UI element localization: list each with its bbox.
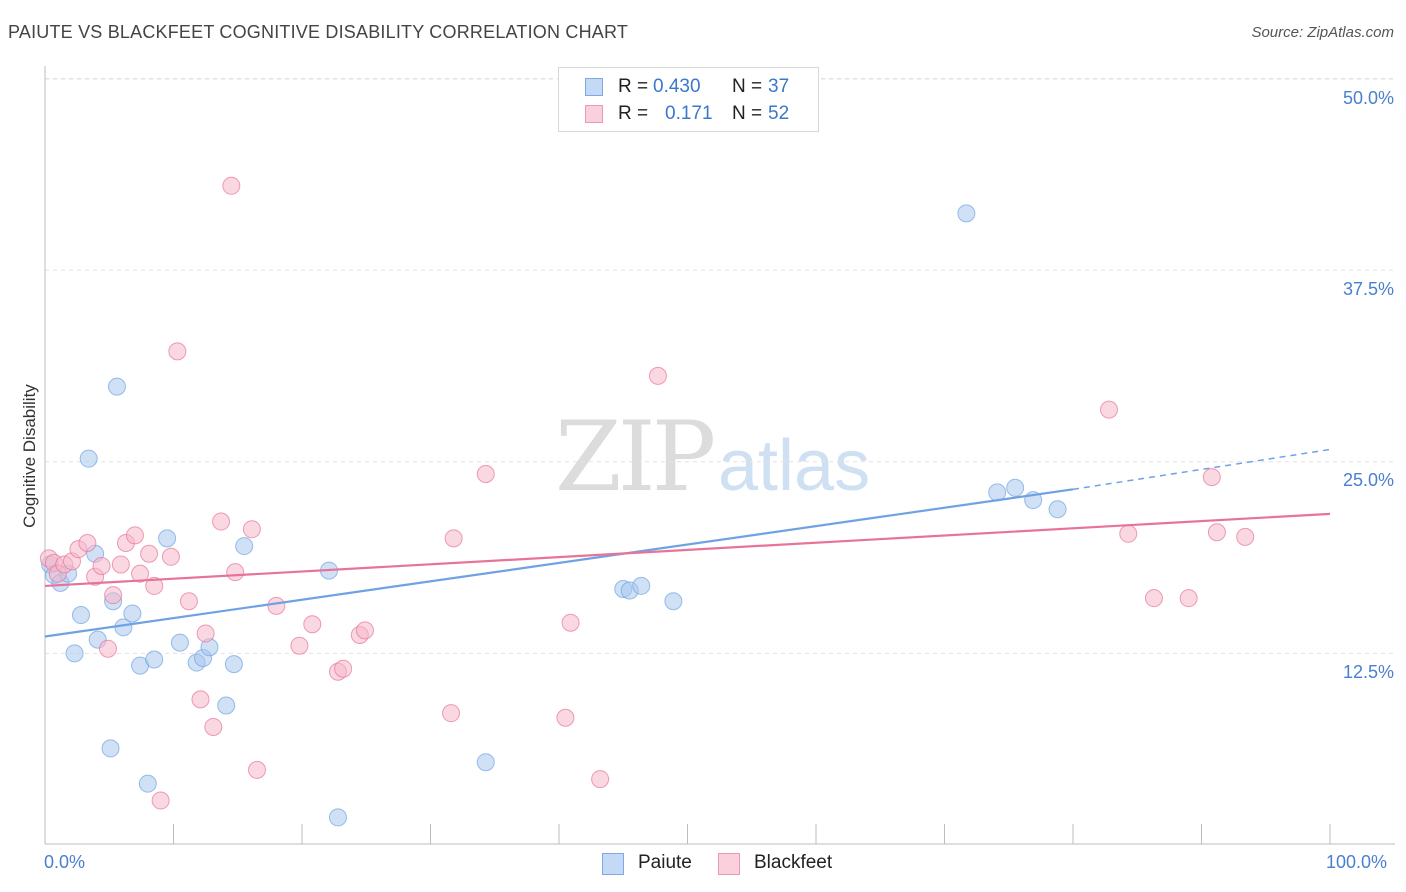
n-value: 37 — [768, 76, 790, 97]
paiute-point — [1048, 500, 1067, 519]
blackfeet-point — [92, 556, 111, 575]
blackfeet-point — [242, 520, 261, 539]
y-axis-label: Cognitive Disability — [20, 384, 39, 528]
blackfeet-point — [303, 615, 322, 634]
blackfeet-point — [1119, 524, 1138, 543]
blackfeet-point — [145, 576, 164, 595]
blackfeet-trend-line — [44, 512, 1331, 588]
paiute-point — [145, 650, 164, 669]
watermark-atlas: atlas — [718, 426, 870, 506]
paiute-point — [235, 537, 254, 556]
blackfeet-point — [140, 544, 159, 563]
blackfeet-point — [212, 512, 231, 531]
blackfeet-point — [179, 592, 198, 611]
paiute-point — [476, 753, 495, 772]
blackfeet-point — [222, 176, 241, 195]
blackfeet-point — [1179, 589, 1198, 608]
paiute-point — [224, 655, 243, 674]
n-label: N = — [732, 76, 763, 97]
r-value: 0.171 — [665, 103, 713, 124]
blackfeet-point — [1099, 400, 1118, 419]
x-tick-label: 100.0% — [1326, 852, 1388, 872]
paiute-point — [170, 633, 189, 652]
blackfeet-point — [1144, 589, 1163, 608]
blackfeet-point — [591, 770, 610, 789]
r-label: R = — [618, 76, 649, 97]
paiute-point — [71, 606, 90, 625]
paiute-point — [632, 576, 651, 595]
paiute-point — [123, 604, 142, 623]
r-value: 0.430 — [653, 76, 701, 97]
blackfeet-point — [131, 564, 150, 583]
paiute-legend-swatch — [602, 853, 624, 875]
blackfeet-point — [151, 791, 170, 810]
blackfeet-point — [98, 639, 117, 658]
blackfeet-swatch — [585, 105, 603, 123]
blackfeet-point — [161, 547, 180, 566]
blackfeet-point — [476, 465, 495, 484]
blackfeet-point — [191, 690, 210, 709]
blackfeet-point — [111, 555, 130, 574]
correlation-legend: R = 0.430 N = 37 R = 0.171 N = 52 — [558, 67, 819, 132]
blackfeet-point — [355, 621, 374, 640]
paiute-trend-line-extension — [1072, 448, 1331, 491]
blackfeet-point — [444, 529, 463, 548]
blackfeet-point — [248, 760, 267, 779]
blackfeet-point — [267, 596, 286, 615]
paiute-point — [1006, 478, 1025, 497]
paiute-point — [664, 592, 683, 611]
paiute-point — [957, 204, 976, 223]
blackfeet-point — [556, 708, 575, 727]
paiute-point — [65, 644, 84, 663]
legend-label: Paiute — [638, 852, 692, 873]
paiute-point — [101, 739, 120, 758]
paiute-swatch — [585, 78, 603, 96]
paiute-point — [138, 774, 157, 793]
chart-title: PAIUTE VS BLACKFEET COGNITIVE DISABILITY… — [8, 22, 629, 42]
legend-label: Blackfeet — [754, 852, 833, 873]
blackfeet-point — [196, 624, 215, 643]
blackfeet-point — [334, 659, 353, 678]
y-tick-label: 12.5% — [1342, 662, 1394, 682]
paiute-trend-line — [44, 488, 1074, 638]
blackfeet-point — [561, 613, 580, 632]
blackfeet-point — [1236, 527, 1255, 546]
y-tick-label: 25.0% — [1342, 470, 1394, 490]
watermark-zip: ZIP — [555, 401, 714, 513]
n-label: N = — [732, 103, 763, 124]
n-value: 52 — [768, 103, 790, 124]
blackfeet-point — [104, 586, 123, 605]
y-tick-label: 37.5% — [1342, 279, 1394, 299]
blackfeet-point — [226, 563, 245, 582]
paiute-point — [107, 377, 126, 396]
y-tick-label: 50.0% — [1342, 88, 1394, 108]
x-tick-label: 0.0% — [44, 852, 86, 872]
blackfeet-point — [78, 533, 97, 552]
blackfeet-point — [442, 704, 461, 723]
paiute-point — [217, 696, 236, 715]
blackfeet-point — [204, 717, 223, 736]
blackfeet-point — [290, 636, 309, 655]
paiute-point — [328, 808, 347, 827]
paiute-point — [79, 449, 98, 468]
source-label: Source: ZipAtlas.com — [1251, 24, 1394, 41]
blackfeet-point — [1207, 523, 1226, 542]
blackfeet-point — [1202, 468, 1221, 487]
r-label: R = — [618, 103, 649, 124]
blackfeet-point — [125, 526, 144, 545]
paiute-point — [158, 529, 177, 548]
blackfeet-legend-swatch — [718, 853, 740, 875]
blackfeet-point — [168, 342, 187, 361]
blackfeet-point — [648, 366, 667, 385]
